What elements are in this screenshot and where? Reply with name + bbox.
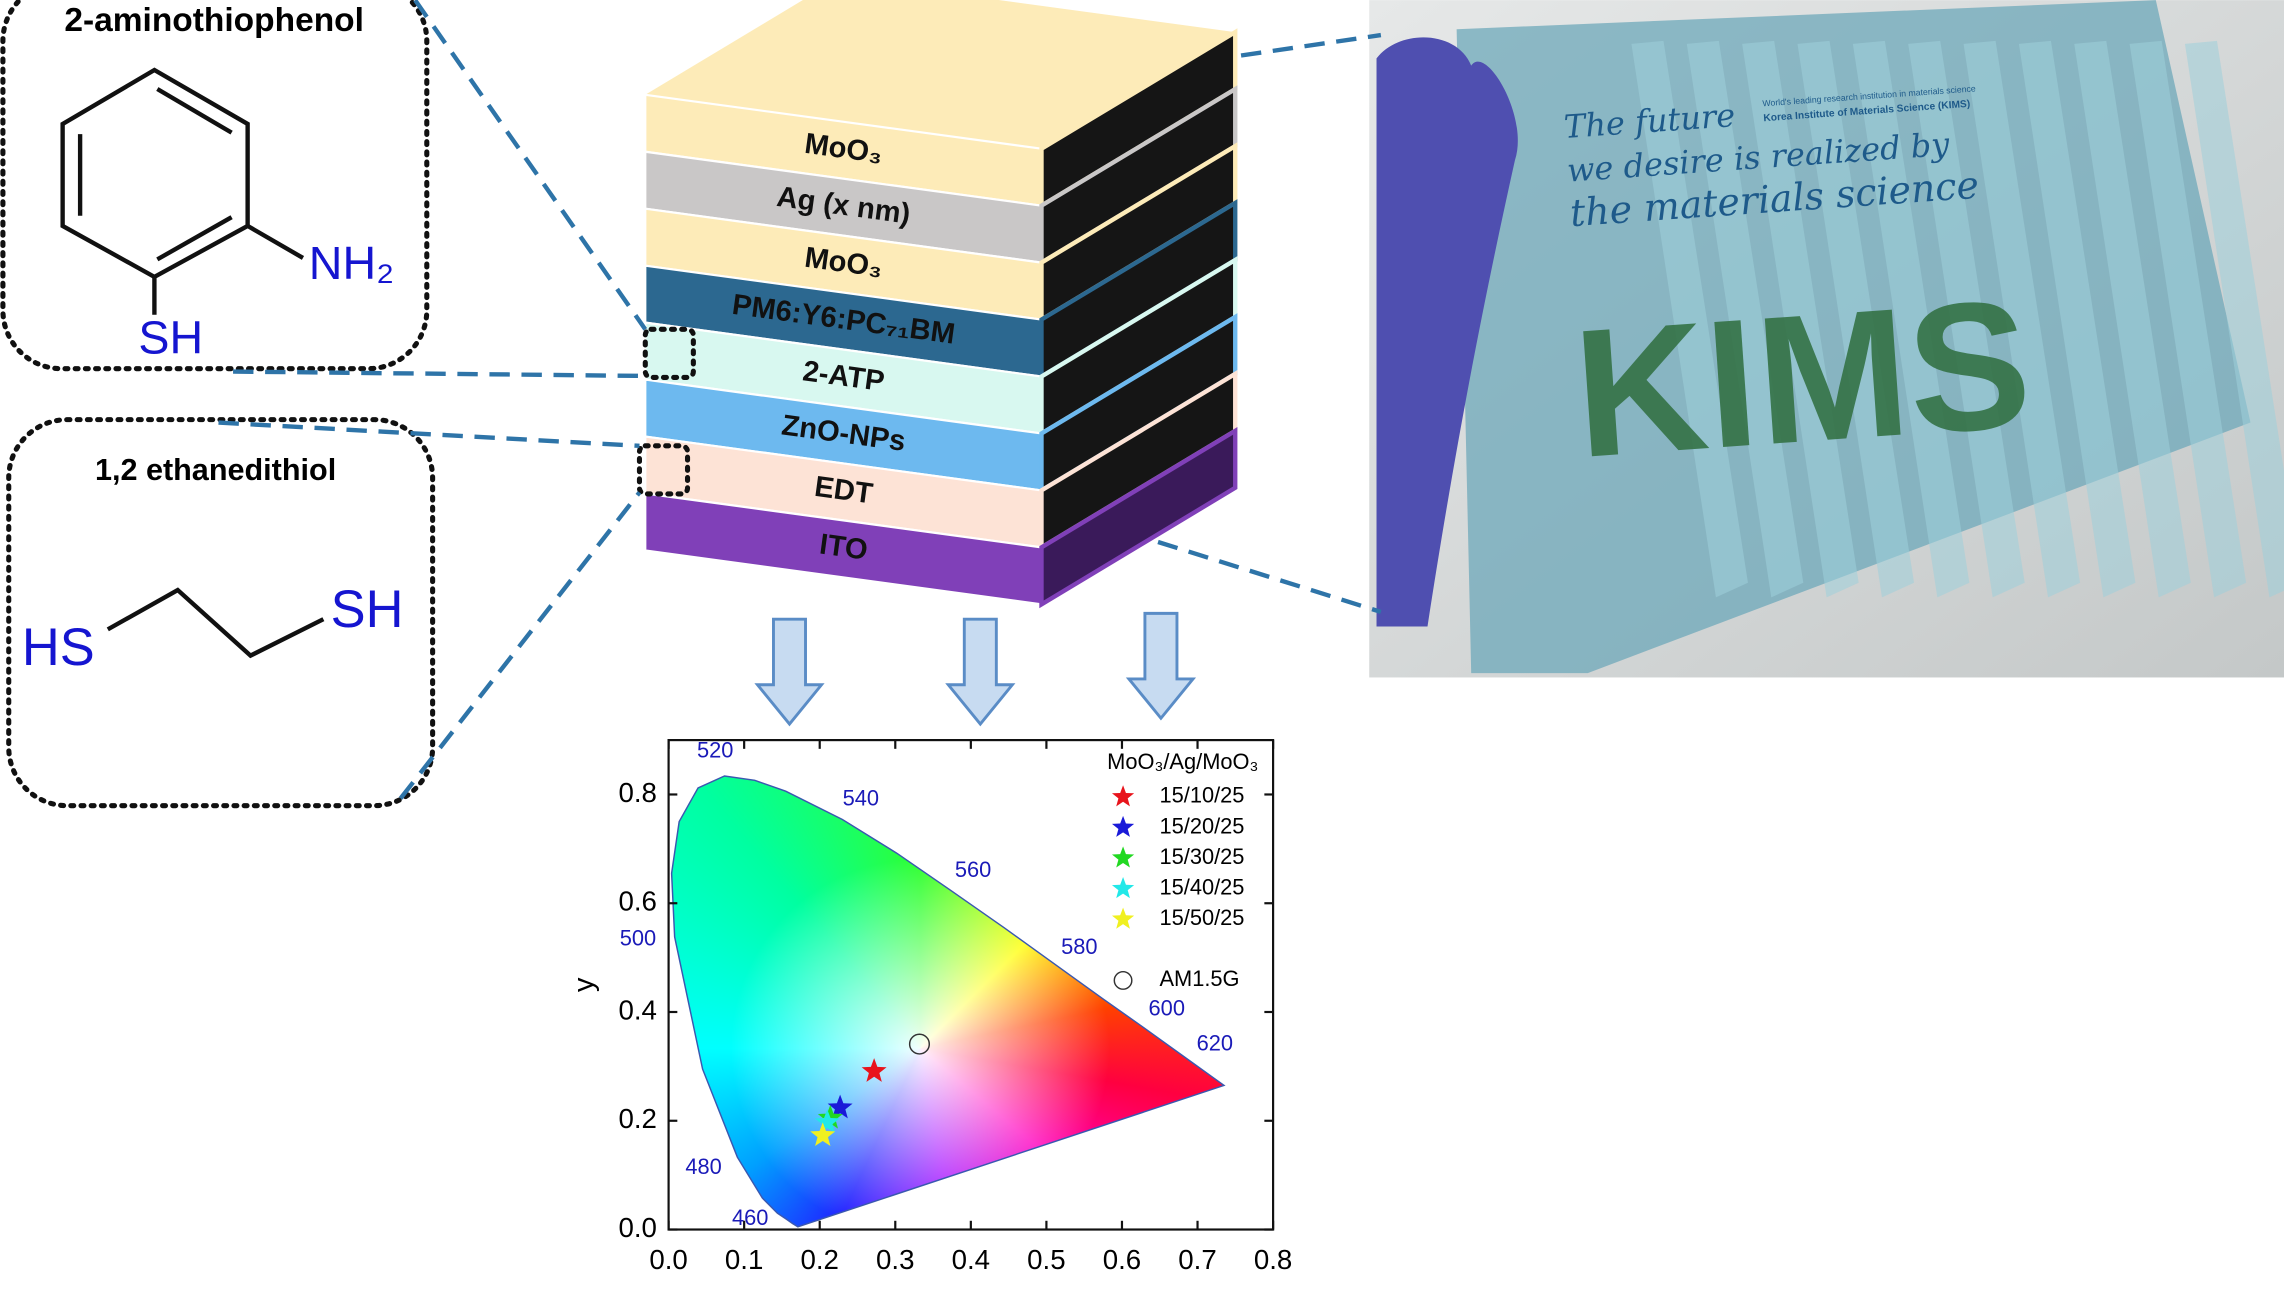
wavelength-label: 600 (1149, 995, 1185, 1020)
connector (1157, 539, 1382, 614)
stripe (1797, 40, 1915, 598)
zoom-box (642, 326, 696, 380)
molecule-box (0, 0, 430, 372)
stripe (1852, 40, 1970, 598)
x-tick-label: 0.6 (1103, 1244, 1141, 1275)
data-point (817, 1104, 843, 1129)
stripe (2018, 40, 2136, 598)
gamut-fill (671, 775, 1224, 1227)
x-tick-label: 0.8 (1254, 1244, 1292, 1275)
connector (218, 420, 640, 449)
stripe (1908, 40, 2025, 598)
legend-title: MoO₃/Ag/MoO₃ (1107, 749, 1258, 774)
bond (106, 587, 325, 659)
wavelength-label: 480 (685, 1154, 721, 1179)
zoom-box (636, 443, 691, 497)
legend-label: AM1.5G (1159, 966, 1239, 991)
x-tick-label: 0.3 (876, 1244, 914, 1275)
bond (156, 87, 233, 135)
glove (1376, 37, 1518, 627)
group-label: NH₂ (309, 237, 394, 289)
wavelength-label: 500 (620, 925, 656, 950)
stripe (1631, 40, 1748, 598)
arrow (1125, 611, 1197, 721)
legend-label: 15/10/25 (1159, 783, 1244, 808)
x-tick-label: 0.2 (800, 1244, 838, 1275)
x-tick-label: 0.7 (1178, 1244, 1216, 1275)
layer-label: EDT (813, 471, 875, 511)
bond (156, 215, 233, 262)
chart: 460 480 500 520 540 560 580 600 620 0.0 0.1 0.2 0.3 0… (568, 738, 1292, 1275)
legend-label: 15/20/25 (1159, 813, 1244, 838)
x-tick-label: 0.4 (952, 1244, 990, 1275)
molecule-name: 2-aminothiophenol (64, 2, 364, 39)
stripe (1686, 40, 1804, 598)
legend-label: 15/30/25 (1159, 844, 1244, 869)
molecule-name: 1,2 ethanedithiol (95, 453, 336, 487)
legend-marker (1113, 970, 1133, 990)
wavelength-label: 520 (697, 738, 733, 763)
y-tick-label: 0.8 (618, 777, 656, 808)
wavelength-label: 620 (1197, 1030, 1233, 1055)
wavelength-label: 560 (955, 857, 991, 882)
legend-marker (1111, 877, 1135, 899)
x-tick-label: 0.5 (1027, 1244, 1065, 1275)
stripe (2074, 40, 2191, 598)
legend-label: 15/50/25 (1159, 905, 1244, 930)
y-axis-label: y (568, 977, 600, 992)
y-tick-label: 0.6 (618, 886, 656, 917)
connector (398, 491, 642, 800)
group-label: SH (331, 581, 404, 639)
data-point (827, 1094, 853, 1119)
y-tick-label: 0.2 (618, 1103, 656, 1134)
connector (413, 0, 648, 331)
wavelength-label: 540 (843, 786, 879, 811)
stripe (2184, 40, 2284, 598)
layer-side (1039, 426, 1238, 609)
connector (233, 369, 646, 379)
legend-marker (1111, 846, 1135, 868)
y-tick-label: 0.4 (618, 994, 656, 1025)
legend-marker (1111, 815, 1135, 837)
bond (246, 224, 305, 260)
data-point (814, 1109, 840, 1133)
wavelength-label: 460 (732, 1205, 768, 1230)
arrow (754, 617, 825, 727)
data-point (810, 1122, 836, 1147)
layer-top (645, 0, 1236, 149)
stripes (1631, 40, 2284, 598)
y-tick-label: 0.0 (618, 1212, 656, 1243)
molecule-box (6, 417, 436, 809)
group-label: SH (138, 311, 203, 363)
layer-label: ITO (818, 529, 870, 567)
connector (1240, 32, 1382, 58)
benzene-ring (60, 67, 305, 315)
spectral-locus (670, 775, 1226, 1228)
legend-marker (1111, 907, 1135, 929)
stripe (2129, 40, 2247, 598)
wavelength-label: 580 (1061, 934, 1097, 959)
stripe (1742, 40, 1859, 598)
arrow (945, 617, 1016, 727)
group-label: HS (22, 619, 95, 677)
arrows (754, 611, 1197, 727)
data-point (908, 1033, 931, 1055)
stripe (1963, 40, 2081, 598)
legend-label: 15/40/25 (1159, 874, 1244, 899)
photo: The future we desire is realized by the … (1369, 0, 2284, 678)
data-point (861, 1058, 887, 1082)
legend-marker (1111, 785, 1135, 807)
x-tick-label: 0.0 (649, 1244, 687, 1275)
x-tick-label: 0.1 (725, 1244, 763, 1275)
bond (60, 67, 250, 280)
logo: KIMS (1568, 261, 2036, 496)
